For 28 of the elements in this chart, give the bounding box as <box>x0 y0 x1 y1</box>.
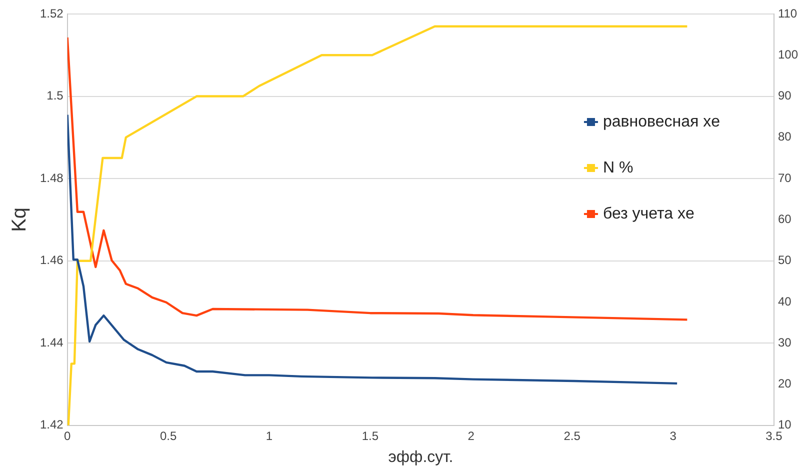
y2-tick-label: 20 <box>778 376 792 391</box>
y-axis-title: Kq <box>8 207 31 232</box>
y2-tick-label: 70 <box>778 170 792 185</box>
x-tick-label: 0.5 <box>160 428 177 443</box>
y-tick-label: 1.44 <box>40 335 64 350</box>
legend-label: N % <box>602 159 634 176</box>
x-tick-label: 0 <box>64 428 72 443</box>
x-tick-label: 1.5 <box>362 428 379 443</box>
y2-tick-label: 110 <box>778 6 798 20</box>
y-tick-label: 1.52 <box>40 6 64 20</box>
legend-label: равновесная xe <box>602 113 720 130</box>
x-axis-title: эфф.сут. <box>388 448 454 466</box>
legend-label: без учета xe <box>602 205 694 222</box>
y-tick-label: 1.5 <box>46 88 64 103</box>
x-tick-label: 3 <box>670 428 677 443</box>
x-tick-label: 2 <box>468 428 475 443</box>
y-tick-label: 1.42 <box>40 418 64 432</box>
y-tick-label: 1.46 <box>40 253 64 268</box>
x-tick-label: 2.5 <box>564 428 581 443</box>
y-tick-label: 1.48 <box>40 170 64 185</box>
y2-tick-label: 80 <box>778 130 792 144</box>
x-tick-label: 1 <box>266 428 273 443</box>
y2-tick-label: 90 <box>778 88 792 103</box>
y2-tick-label: 100 <box>778 47 798 62</box>
y2-tick-label: 40 <box>778 294 792 308</box>
y2-tick-label: 30 <box>778 335 792 350</box>
y2-tick-label: 50 <box>778 253 792 268</box>
y2-tick-label: 60 <box>778 212 792 226</box>
